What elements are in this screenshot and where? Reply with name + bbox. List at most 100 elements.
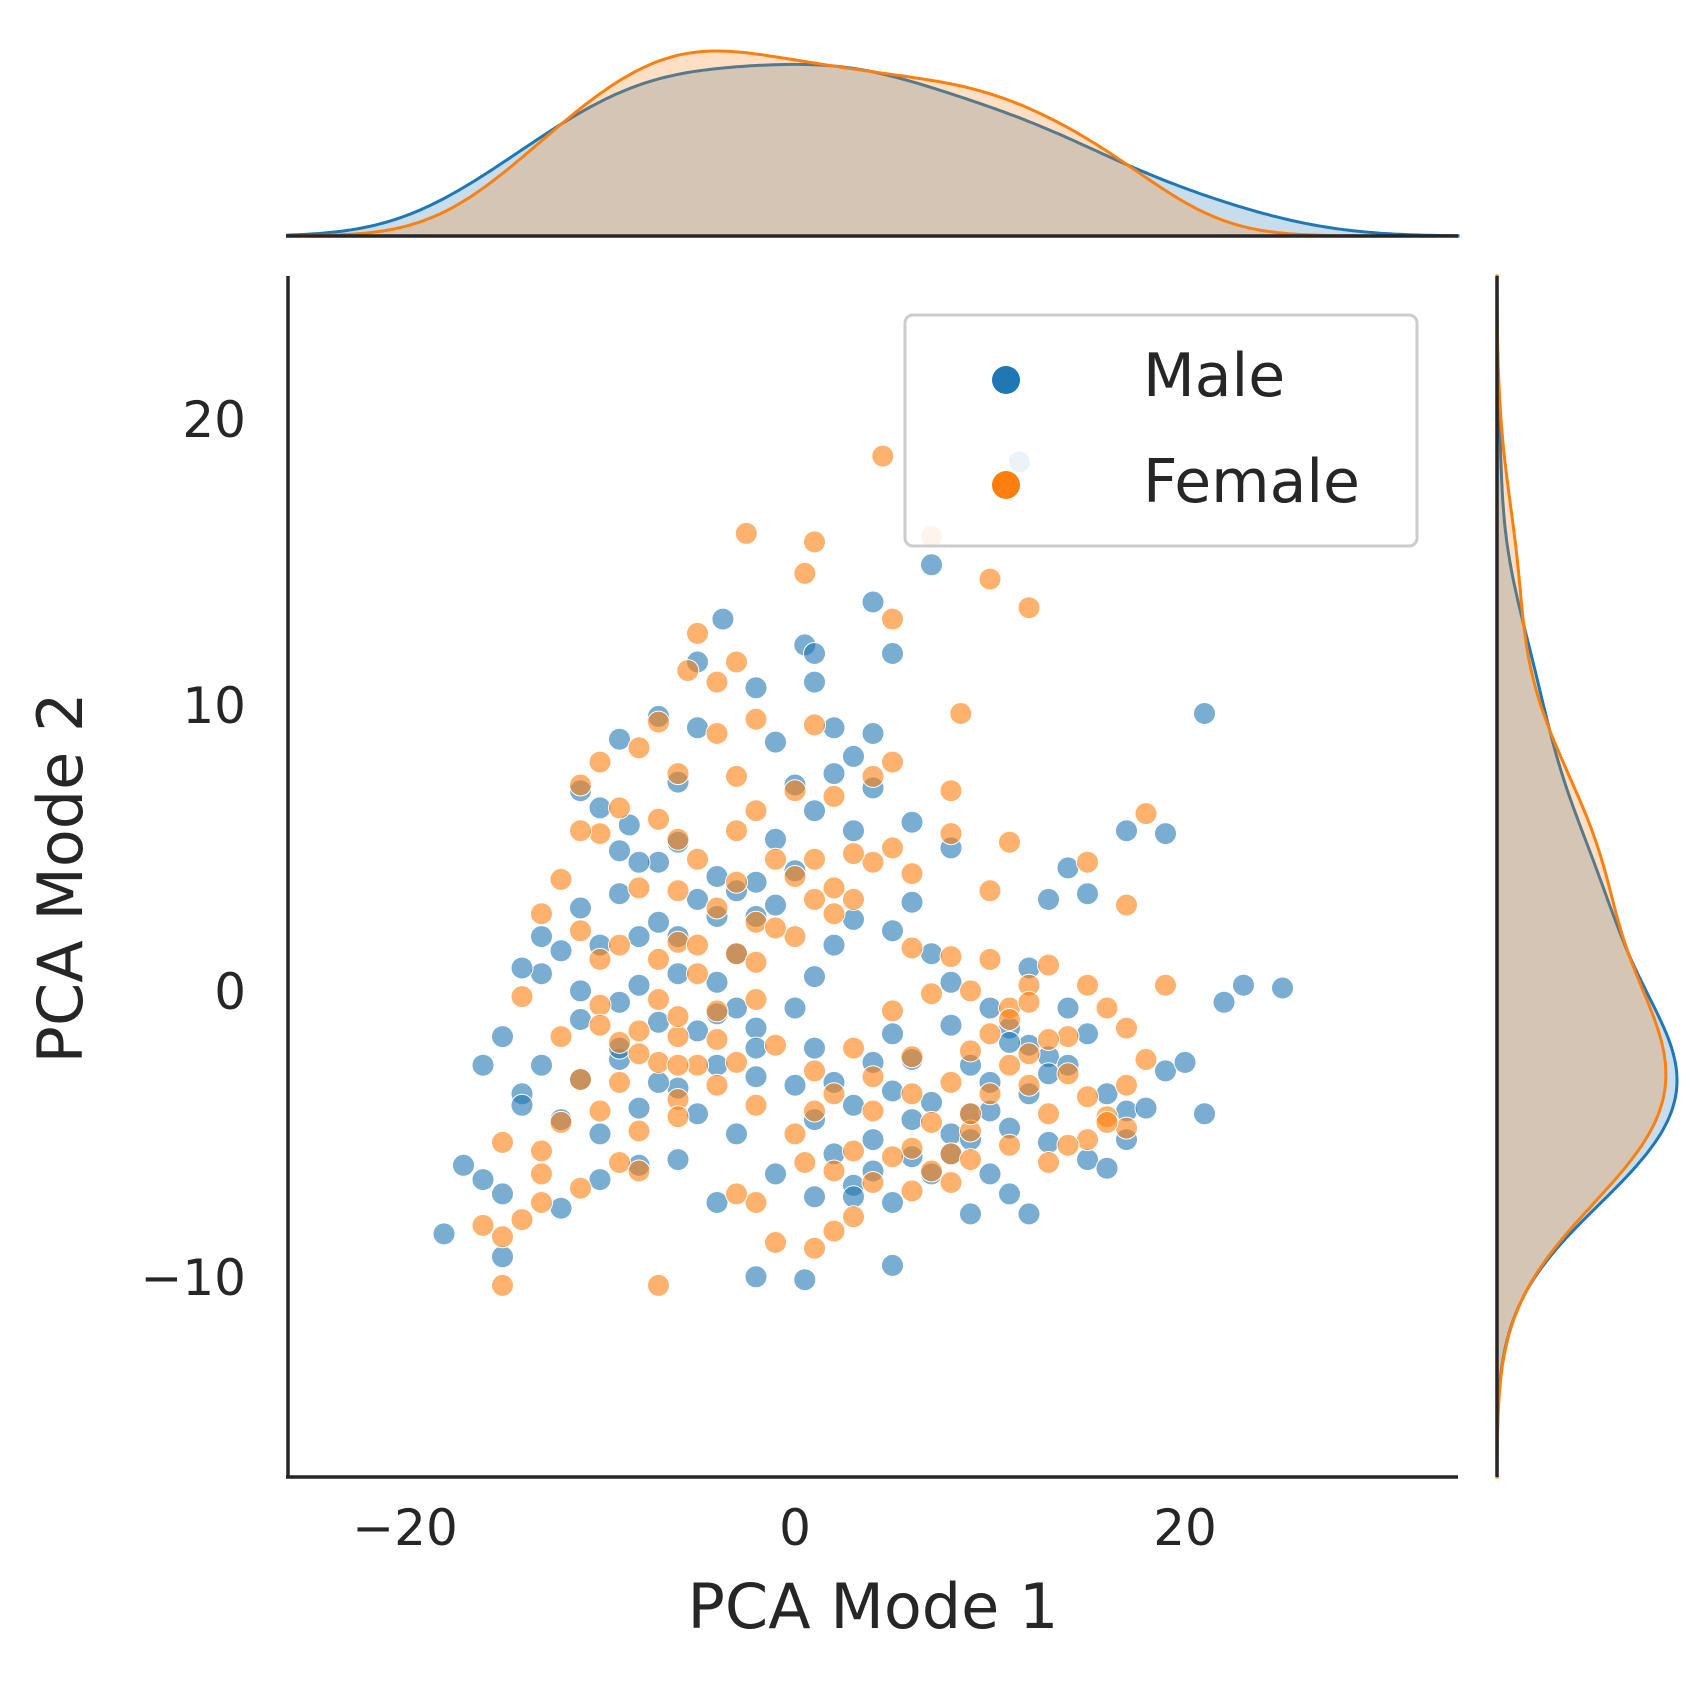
x-tick-label: −20 [352,1499,458,1557]
scatter-point-female [978,879,1002,903]
scatter-point-female [744,910,768,934]
right-marginal [1495,274,1679,1479]
scatter-point-female [803,713,826,737]
scatter-point-female [939,779,963,803]
scatter-point-female [978,567,1002,591]
scatter-point-female [744,988,768,1011]
scatter-point-male [998,1030,1021,1054]
scatter-point-female [861,850,885,874]
scatter-point-female [861,1171,885,1194]
scatter-point-female [666,879,690,903]
scatter-point-female [666,930,690,954]
scatter-point-female [666,1025,690,1049]
scatter-point-female [1017,990,1041,1014]
scatter-point-male [1095,1082,1119,1106]
scatter-point-male [491,1182,514,1206]
scatter-point-male [627,850,651,874]
scatter-point-male [1037,1130,1060,1154]
scatter-point-female [666,762,690,786]
scatter-point-female [1037,1028,1060,1051]
scatter-point-female [627,1159,651,1183]
legend-marker-female [992,471,1020,499]
y-axis-ticks: −10 0 10 20 [140,391,246,1307]
scatter-point-female [842,1139,865,1163]
scatter-point-female [569,773,592,797]
scatter-point-male [491,1245,514,1269]
scatter-point-female [725,1050,748,1074]
scatter-point-female [744,950,768,974]
scatter-point-female [686,933,709,957]
scatter-point-female [569,1176,592,1200]
scatter-point-female [822,1159,846,1183]
scatter-point-male [569,896,592,920]
scatter-point-female [871,444,895,468]
scatter-point-male [705,1053,729,1077]
scatter-point-male [803,799,826,823]
scatter-point-male [842,1185,865,1209]
scatter-point-female [1076,1128,1099,1152]
scatter-point-female [842,887,865,911]
scatter-point-female [491,1130,514,1154]
scatter-point-female [1134,802,1158,826]
scatter-point-female [783,779,807,803]
scatter-point-female [1017,596,1041,620]
scatter-point-female [705,670,729,694]
scatter-point-male [861,1128,885,1152]
scatter-point-female [549,867,573,891]
scatter-point-female [627,1119,651,1143]
scatter-point-male [744,1265,768,1289]
scatter-point-female [939,1171,963,1194]
scatter-point-female [530,1162,553,1186]
scatter-point-male [588,1168,612,1192]
scatter-point-male [705,1191,729,1214]
scatter-point-female [822,1082,846,1106]
scatter-point-male [939,1122,963,1146]
scatter-point-male [744,1036,768,1060]
scatter-point-male [549,939,573,963]
scatter-point-female [725,870,748,894]
scatter-point-female [725,650,748,674]
scatter-point-male [764,827,787,851]
scatter-point-male [725,1122,748,1146]
scatter-point-male [959,1202,982,1226]
scatter-point-female [744,799,768,823]
scatter-point-male [939,970,963,994]
scatter-point-male [686,716,709,740]
scatter-point-female [900,1179,924,1203]
scatter-point-male [666,962,690,986]
scatter-point-female [842,1205,865,1229]
scatter-point-male [510,956,534,980]
scatter-point-female [627,736,651,760]
scatter-point-female [861,764,885,788]
scatter-point-female [998,1133,1021,1157]
scatter-point-female [1115,1073,1138,1097]
scatter-point-male [569,979,592,1003]
y-tick-label: 0 [214,963,246,1021]
scatter-point-male [900,810,924,834]
scatter-point-female [1095,996,1119,1020]
scatter-point-male [1193,702,1216,725]
scatter-point-female [588,947,612,971]
scatter-point-male [881,1022,904,1046]
scatter-point-female [842,842,865,866]
scatter-point-female [881,999,904,1023]
scatter-point-female [608,1070,631,1094]
scatter-point-male [783,996,807,1020]
scatter-point-male [920,553,943,577]
scatter-point-female [1115,1116,1138,1140]
scatter-point-female [1037,953,1060,977]
scatter-point-female [764,1231,787,1254]
scatter-point-male [842,1093,865,1117]
scatter-point-female [705,722,729,745]
scatter-point-male [861,722,885,745]
scatter-point-female [627,1042,651,1066]
scatter-point-female [1017,1042,1041,1066]
scatter-point-female [647,947,670,971]
scatter-point-male [822,933,846,957]
kde-top-female-fill [286,49,1458,238]
scatter-point-female [822,784,846,808]
scatter-point-female [1076,973,1099,997]
scatter-point-female [998,830,1021,854]
scatter-point-female [569,819,592,843]
scatter-point-female [920,1159,943,1183]
